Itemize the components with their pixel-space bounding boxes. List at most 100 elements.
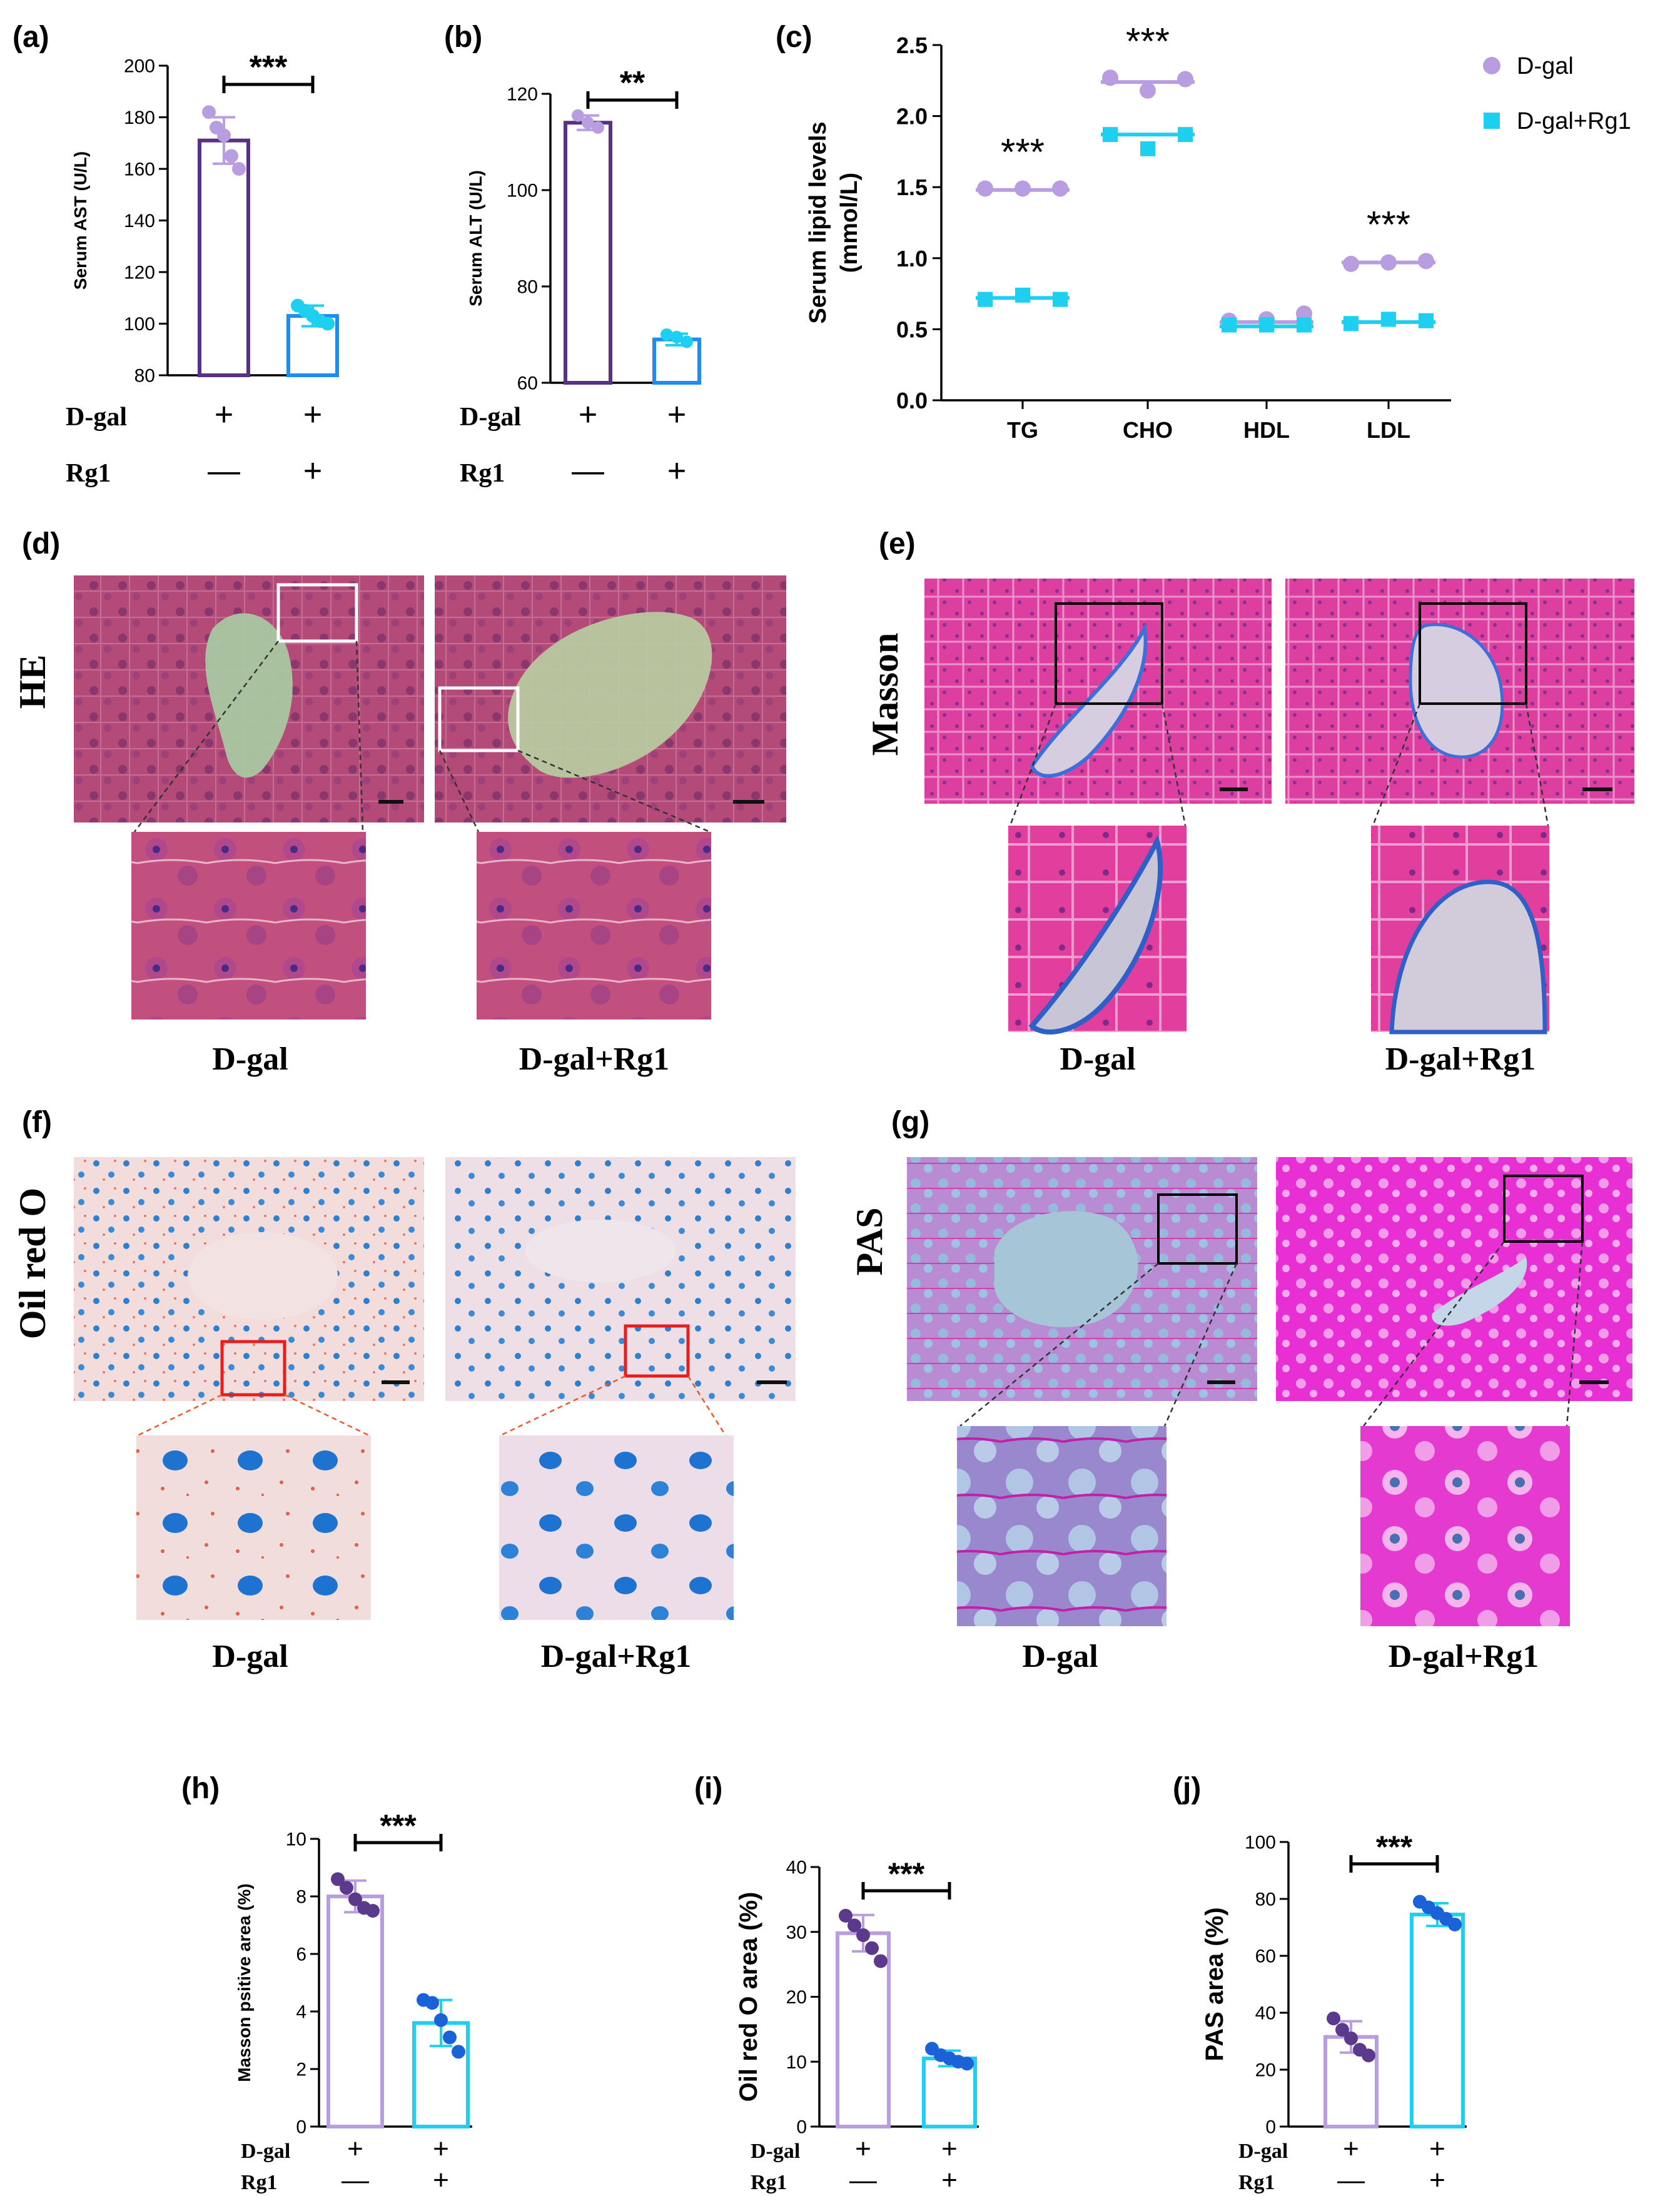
- treatment-mark: +: [941, 2133, 958, 2164]
- y-tick-label: 10: [786, 2052, 807, 2073]
- data-point: [202, 105, 216, 119]
- data-point-dgal-rg1: [1178, 127, 1193, 143]
- y-tick-label: 180: [124, 108, 155, 128]
- stain-label: PAS: [849, 1208, 890, 1276]
- data-point: [225, 149, 238, 163]
- data-point: [1344, 2031, 1358, 2045]
- chart-b: 60 80 100 120 Serum ALT (U/L) ** D-gal + + Rg1 — +: [460, 65, 701, 489]
- y-tick-label: 120: [507, 84, 538, 105]
- treatment-mark: +: [1343, 2133, 1359, 2164]
- panel-label: (e): [879, 527, 916, 560]
- y-tick-label: 0: [1265, 2117, 1276, 2138]
- y-tick-label: 0: [796, 2117, 807, 2138]
- y-tick-label: 80: [134, 366, 155, 387]
- y-tick-label: 1.5: [896, 175, 928, 200]
- panel-label: (a): [13, 21, 49, 54]
- y-tick-label: 0.0: [896, 388, 928, 413]
- treatment-row-label: Rg1: [66, 459, 111, 488]
- treatment-row-label: Rg1: [751, 2171, 787, 2194]
- data-point: [217, 128, 231, 143]
- zoom-lines: [134, 640, 711, 833]
- stain-label: Masson: [864, 633, 906, 756]
- data-point-dgal-rg1: [1015, 287, 1030, 303]
- data-point: [874, 1954, 888, 1968]
- y-axis-label: Serum ALT (U/L): [466, 170, 485, 306]
- zoom-inset-masson-dgal: [1008, 826, 1187, 1035]
- data-point-dgal-rg1: [1259, 317, 1274, 333]
- data-point-dgal: [1418, 253, 1434, 270]
- micrograph-pas-rg1: [1276, 1157, 1632, 1401]
- y-tick-label: 140: [124, 211, 155, 231]
- treatment-mark: +: [303, 453, 322, 489]
- data-point: [839, 1908, 853, 1923]
- y-axis-label: Serum AST (U/L): [71, 151, 90, 290]
- y-tick-label: 2.0: [896, 104, 928, 129]
- treatment-row-label: D-gal: [1238, 2140, 1288, 2163]
- panel-label: (c): [776, 21, 812, 54]
- x-tick-label: CHO: [1123, 417, 1173, 443]
- y-tick-label: 80: [1255, 1890, 1276, 1910]
- zoom-inset-pas-dgal: [957, 1426, 1166, 1626]
- y-tick-label: 6: [296, 1945, 306, 1965]
- data-point: [960, 2057, 974, 2071]
- panel-i: (i) 0 10 20 30 40 Oil red O area (%) *** D-gal +…: [694, 1772, 979, 2195]
- significance-stars: ***: [1367, 203, 1410, 245]
- panel-label: (f): [22, 1106, 52, 1139]
- legend-marker-dgal-rg1: [1484, 113, 1500, 129]
- y-tick-label: 1.0: [896, 246, 928, 271]
- chart-c: 0.0 0.5 1.0 1.5 2.0 2.5 TG CHO HDL LDL Serum lipid…: [805, 20, 1631, 443]
- micrograph-masson-rg1: [1285, 579, 1634, 804]
- significance-stars: ***: [1001, 131, 1045, 173]
- zoom-inset-he-dgal: [131, 832, 366, 1020]
- data-point: [232, 162, 246, 176]
- data-point: [681, 335, 693, 348]
- zoom-inset-he-rg1: [477, 832, 711, 1020]
- data-point: [321, 316, 335, 331]
- y-tick-label: 100: [1245, 1833, 1276, 1853]
- y-tick-label: 0.5: [896, 316, 928, 342]
- panel-label: (i): [694, 1772, 722, 1805]
- panel-c: (c) 0.0 0.5 1.0 1.5 2.0 2.5 TG CHO HDL LDL Serum l…: [776, 20, 1631, 443]
- data-point-dgal: [1015, 180, 1031, 197]
- x-tick-label: LDL: [1367, 417, 1410, 443]
- y-axis-label: Masson psitive area (%): [235, 1883, 254, 2082]
- y-tick-label: 10: [286, 1829, 306, 1850]
- significance-stars: ***: [250, 49, 288, 86]
- panel-g: (g) PAS D-gal D-gal+Rg1: [849, 1106, 1632, 1674]
- caption-dgal-rg1: D-gal+Rg1: [519, 1041, 670, 1077]
- y-axis-label: Serum lipid levels (mmol/L): [805, 121, 863, 323]
- data-point-dgal-rg1: [1140, 141, 1155, 156]
- treatment-mark: +: [667, 453, 686, 489]
- y-tick-label: 40: [786, 1858, 807, 1878]
- zoom-lines: [137, 1375, 727, 1437]
- data-point-dgal-rg1: [1103, 127, 1118, 143]
- data-point: [592, 121, 604, 134]
- data-point: [572, 109, 584, 122]
- panel-a: (a) 80 100 120 140 160 180 200 Serum AST (U/L) *…: [13, 21, 339, 489]
- data-point: [434, 2013, 448, 2027]
- caption-dgal-rg1: D-gal+Rg1: [1385, 1041, 1536, 1077]
- y-tick-label: 2: [296, 2060, 306, 2080]
- bar-dgal: [198, 138, 250, 377]
- panel-e: (e) Masson D-gal D-gal+Rg1: [864, 527, 1634, 1077]
- treatment-mark: —: [572, 453, 604, 489]
- panel-label: (d): [22, 527, 60, 560]
- panel-label: (j): [1173, 1772, 1201, 1805]
- data-point: [425, 1996, 439, 2010]
- y-tick-label: 60: [1255, 1946, 1276, 1967]
- bar-dgal-rg1: [1410, 1913, 1465, 2128]
- data-point-dgal-rg1: [1419, 313, 1434, 328]
- data-point: [670, 330, 683, 343]
- y-tick-label: 160: [124, 159, 155, 180]
- data-point-dgal: [1380, 254, 1397, 271]
- data-point-dgal: [1052, 180, 1068, 197]
- significance-stars: ***: [1126, 20, 1170, 62]
- treatment-mark: —: [208, 453, 240, 489]
- data-point: [452, 2045, 465, 2059]
- micrograph-pas-dgal: [907, 1157, 1257, 1401]
- y-tick-label: 40: [1255, 2003, 1276, 2024]
